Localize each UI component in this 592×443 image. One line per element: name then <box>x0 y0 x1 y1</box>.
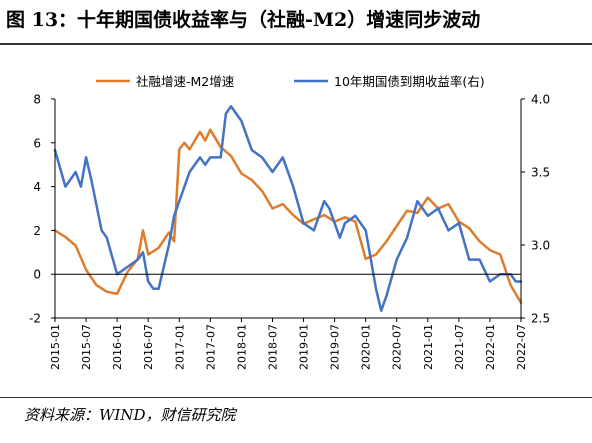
y-left-tick-label: 6 <box>33 136 41 150</box>
x-tick-label: 2019-01 <box>298 324 311 370</box>
x-tick-label: 2020-01 <box>360 324 373 370</box>
y-right-tick-label: 3.0 <box>531 239 550 253</box>
x-tick-label: 2015-07 <box>80 324 93 370</box>
x-tick-label: 2021-07 <box>453 324 466 370</box>
chart-svg: 社融增速-M2增速 10年期国债到期收益率(右) -2 0 2 4 6 8 2.5 3.0 3.… <box>29 74 550 370</box>
series-line-bond-yield <box>53 105 523 312</box>
chart-title: 图 13：十年期国债收益率与（社融-M2）增速同步波动 <box>6 9 481 31</box>
x-tick-label: 2016-07 <box>142 324 155 370</box>
plot-lines <box>53 105 523 312</box>
x-tick-label: 2016-01 <box>111 324 124 370</box>
source-note: 资料来源：WIND，财信研究院 <box>24 406 236 424</box>
y-left-tick-label: 2 <box>33 224 41 238</box>
y-right-tick-label: 3.5 <box>531 166 550 180</box>
legend: 社融增速-M2增速 10年期国债到期收益率(右) <box>96 74 485 89</box>
source-divider <box>0 397 592 398</box>
y-left-tick-label: 0 <box>33 268 41 282</box>
x-tick-label: 2017-01 <box>173 324 186 370</box>
series-line-social-financing <box>53 128 523 304</box>
x-tick-label: 2017-07 <box>204 324 217 370</box>
x-tick-label: 2015-01 <box>49 324 62 370</box>
x-tick-label: 2022-07 <box>515 324 528 370</box>
title-underline <box>0 43 592 45</box>
legend-label-bond-yield: 10年期国债到期收益率(右) <box>334 74 485 89</box>
axes: -2 0 2 4 6 8 2.5 3.0 3.5 4.0 2015-01 2015-07 2016-01… <box>29 93 550 370</box>
x-tick-label: 2021-01 <box>422 324 435 370</box>
x-tick-label: 2019-07 <box>329 324 342 370</box>
y-right-tick-label: 4.0 <box>531 93 550 107</box>
y-right-tick-label: 2.5 <box>531 312 550 326</box>
x-tick-label: 2018-01 <box>235 324 248 370</box>
y-left-tick-label: -2 <box>29 312 41 326</box>
x-tick-label: 2018-07 <box>266 324 279 370</box>
x-tick-label: 2022-01 <box>484 324 497 370</box>
legend-label-social-financing: 社融增速-M2增速 <box>136 74 235 89</box>
y-left-tick-label: 4 <box>33 180 41 194</box>
x-tick-label: 2020-07 <box>391 324 404 370</box>
y-left-tick-label: 8 <box>33 93 41 107</box>
